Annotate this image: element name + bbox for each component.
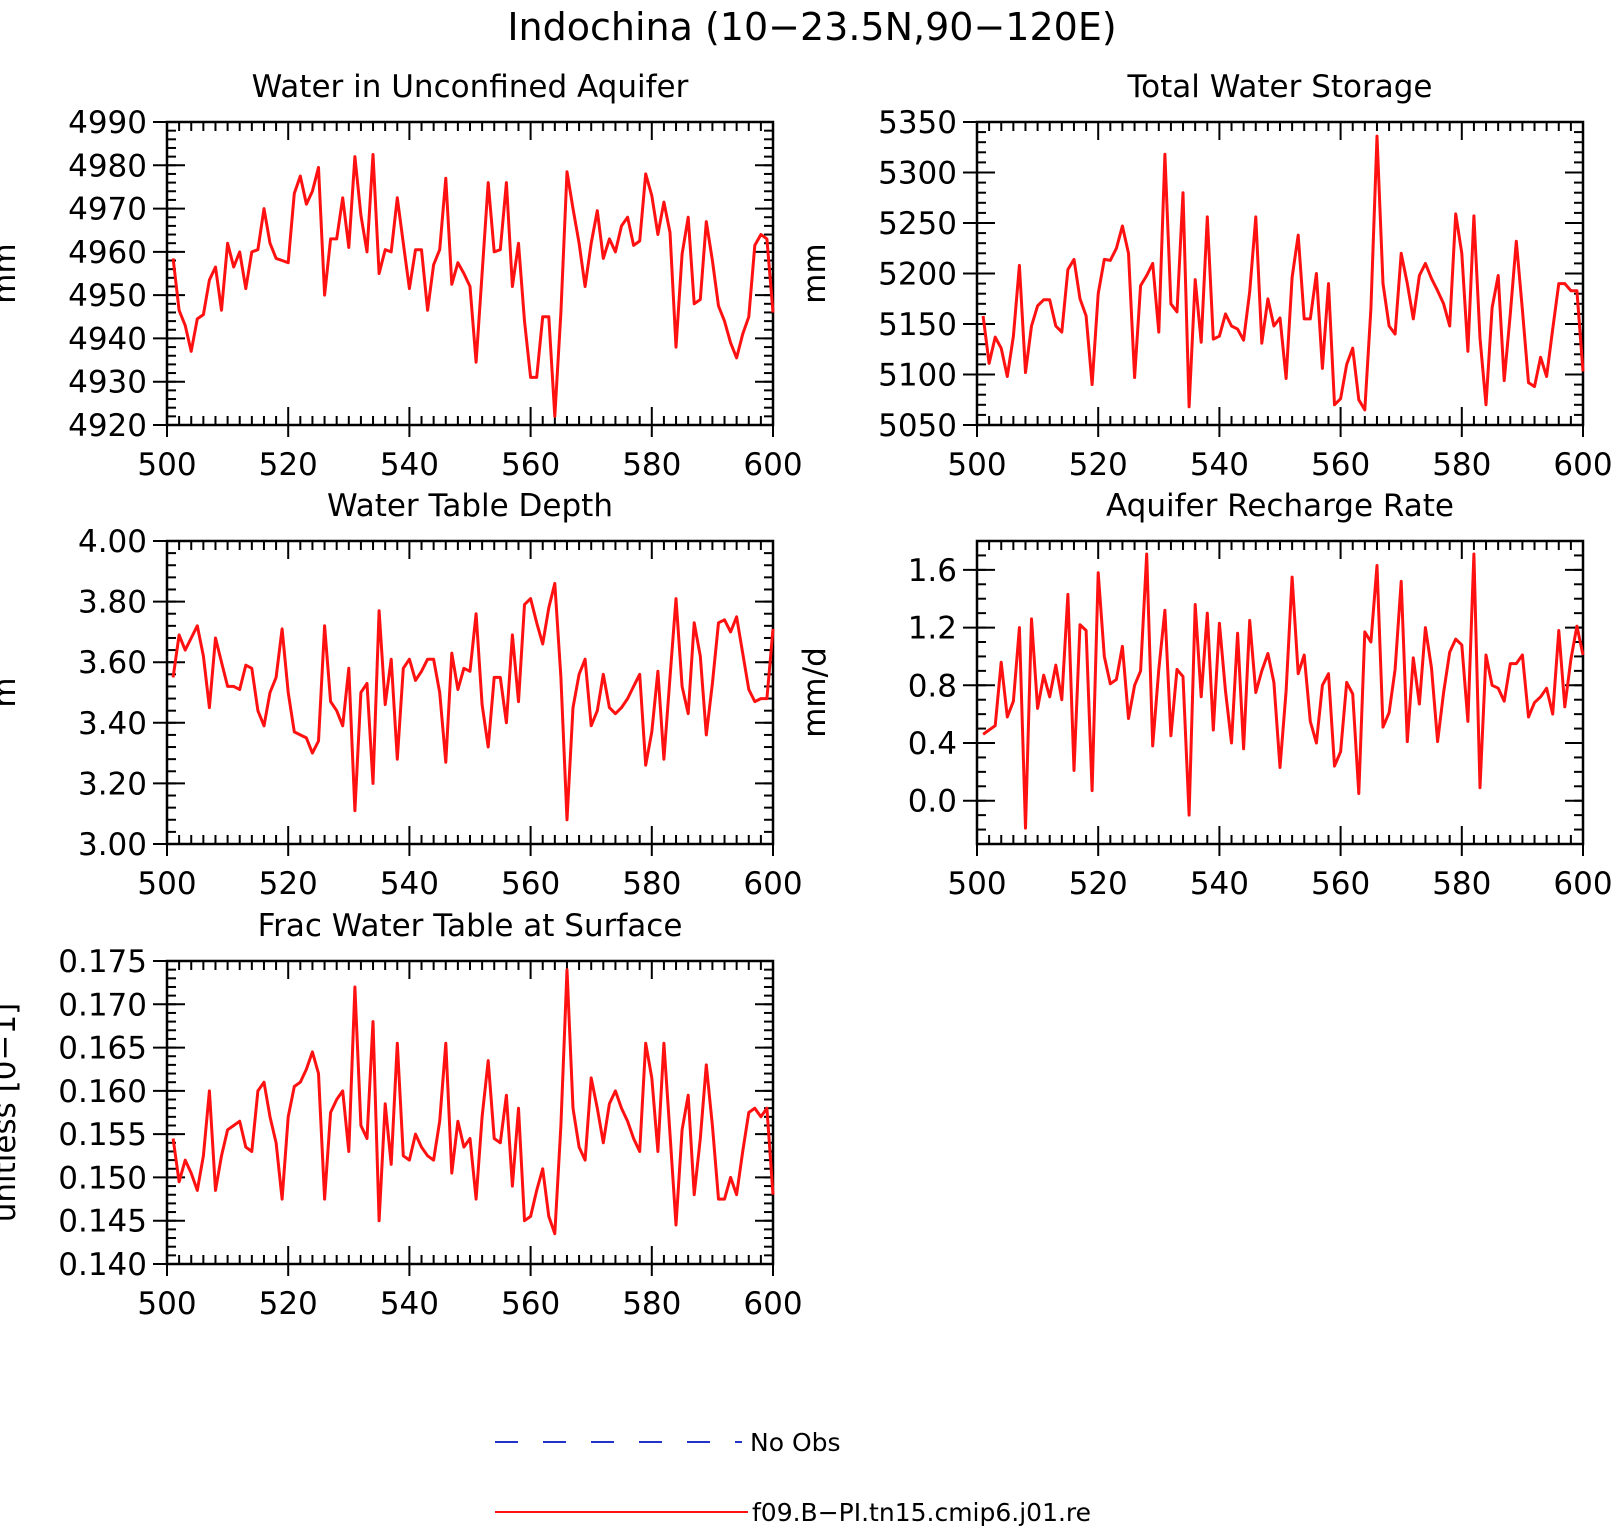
plot-frame — [975, 539, 1585, 846]
panels: Water in Unconfined Aquifer mm 500 520 540 56… — [0, 69, 1613, 1322]
y-tick-label: 0.140 — [58, 1247, 147, 1283]
y-tick-label: 4950 — [68, 278, 147, 314]
panel-title: Total Water Storage — [1126, 69, 1432, 105]
series-line-1 — [171, 968, 775, 1236]
x-tick-label: 580 — [622, 447, 681, 483]
chart-panel-4: Aquifer Recharge Rate mm/d 500 520 540 560 580… — [797, 488, 1613, 902]
y-tick-label: 4990 — [68, 105, 147, 141]
y-tick-label: 5150 — [878, 307, 957, 343]
x-tick-label: 540 — [380, 1286, 439, 1322]
x-tick-label: 580 — [622, 1286, 681, 1322]
y-tick-label: 4930 — [68, 365, 147, 401]
x-tick-label: 500 — [137, 866, 196, 902]
y-tick-label: 5250 — [878, 206, 957, 242]
y-tick-label: 3.20 — [78, 766, 147, 802]
y-tick-label: 4920 — [68, 408, 147, 444]
y-tick-label: 0.145 — [58, 1204, 147, 1240]
y-axis-label: mm/d — [797, 647, 833, 738]
y-tick-label: 0.170 — [58, 987, 147, 1023]
x-tick-label: 520 — [1069, 447, 1128, 483]
x-tick-label: 500 — [137, 447, 196, 483]
y-tick-label: 0.155 — [58, 1117, 147, 1153]
x-tick-label: 560 — [1311, 866, 1370, 902]
y-tick-label: 5100 — [878, 358, 957, 394]
x-tick-label: 580 — [622, 866, 681, 902]
x-tick-label: 560 — [501, 866, 560, 902]
y-tick-label: 1.6 — [908, 553, 957, 589]
y-axis-label: m — [0, 677, 23, 707]
x-tick-label: 520 — [259, 447, 318, 483]
x-tick-label: 560 — [501, 447, 560, 483]
y-tick-label: 0.160 — [58, 1074, 147, 1110]
chart-panel-1: Water in Unconfined Aquifer mm 500 520 540 56… — [0, 69, 803, 483]
panel-title: Water Table Depth — [327, 488, 613, 524]
y-tick-label: 5300 — [878, 156, 957, 192]
panel-title: Frac Water Table at Surface — [258, 908, 683, 944]
y-tick-label: 5350 — [878, 105, 957, 141]
x-tick-label: 500 — [947, 447, 1006, 483]
x-tick-label: 600 — [743, 866, 802, 902]
series-line-1 — [171, 153, 775, 418]
x-tick-label: 520 — [1069, 866, 1128, 902]
y-axis-label: mm — [0, 243, 23, 303]
legend-item-model: f09.B−PI.tn15.cmip6.j01.re — [495, 1498, 1091, 1527]
y-tick-label: 0.0 — [908, 784, 957, 820]
y-tick-label: 3.60 — [78, 645, 147, 681]
y-tick-label: 0.165 — [58, 1031, 147, 1067]
y-tick-label: 0.8 — [908, 668, 957, 704]
y-tick-label: 0.175 — [58, 944, 147, 980]
x-tick-label: 500 — [947, 866, 1006, 902]
x-tick-label: 540 — [1190, 866, 1249, 902]
plot-frame — [165, 959, 775, 1266]
x-tick-label: 560 — [1311, 447, 1370, 483]
y-tick-label: 5050 — [878, 408, 957, 444]
series-line-1 — [171, 581, 775, 822]
x-tick-label: 540 — [380, 866, 439, 902]
y-tick-label: 4970 — [68, 192, 147, 228]
chart-panel-5: Frac Water Table at Surface unitless [0−1… — [0, 908, 803, 1322]
y-tick-label: 3.80 — [78, 585, 147, 621]
chart-panel-2: Total Water Storage mm 500 520 540 560 580 600 5… — [797, 69, 1613, 483]
x-tick-label: 600 — [1553, 447, 1612, 483]
legend-label-obs: No Obs — [750, 1428, 841, 1457]
x-tick-label: 520 — [259, 866, 318, 902]
y-tick-label: 1.2 — [908, 611, 957, 647]
x-tick-label: 600 — [1553, 866, 1612, 902]
figure-title: Indochina (10−23.5N,90−120E) — [507, 5, 1116, 49]
y-tick-label: 4960 — [68, 235, 147, 271]
chart-panel-3: Water Table Depth m 500 520 540 560 580 600 3.00… — [0, 488, 803, 902]
x-tick-label: 580 — [1432, 866, 1491, 902]
x-tick-label: 600 — [743, 1286, 802, 1322]
y-tick-label: 4980 — [68, 148, 147, 184]
legend-label-model: f09.B−PI.tn15.cmip6.j01.re — [752, 1498, 1091, 1527]
y-tick-label: 3.00 — [78, 827, 147, 863]
panel-title: Water in Unconfined Aquifer — [252, 69, 689, 105]
x-tick-label: 500 — [137, 1286, 196, 1322]
legend: No Obs f09.B−PI.tn15.cmip6.j01.re — [495, 1428, 1091, 1527]
series-line-1 — [981, 134, 1585, 412]
x-tick-label: 540 — [1190, 447, 1249, 483]
x-tick-label: 520 — [259, 1286, 318, 1322]
y-tick-label: 3.40 — [78, 706, 147, 742]
y-tick-label: 4940 — [68, 321, 147, 357]
y-tick-label: 0.4 — [908, 726, 957, 762]
y-axis-label: unitless [0−1] — [0, 1003, 23, 1223]
y-tick-label: 0.150 — [58, 1160, 147, 1196]
y-axis-label: mm — [797, 243, 833, 303]
x-tick-label: 540 — [380, 447, 439, 483]
legend-item-obs: No Obs — [495, 1428, 841, 1457]
y-tick-label: 4.00 — [78, 524, 147, 560]
y-tick-label: 5200 — [878, 257, 957, 293]
series-line-1 — [982, 552, 1585, 830]
x-tick-label: 600 — [743, 447, 802, 483]
x-tick-label: 580 — [1432, 447, 1491, 483]
panel-title: Aquifer Recharge Rate — [1106, 488, 1454, 524]
x-tick-label: 560 — [501, 1286, 560, 1322]
